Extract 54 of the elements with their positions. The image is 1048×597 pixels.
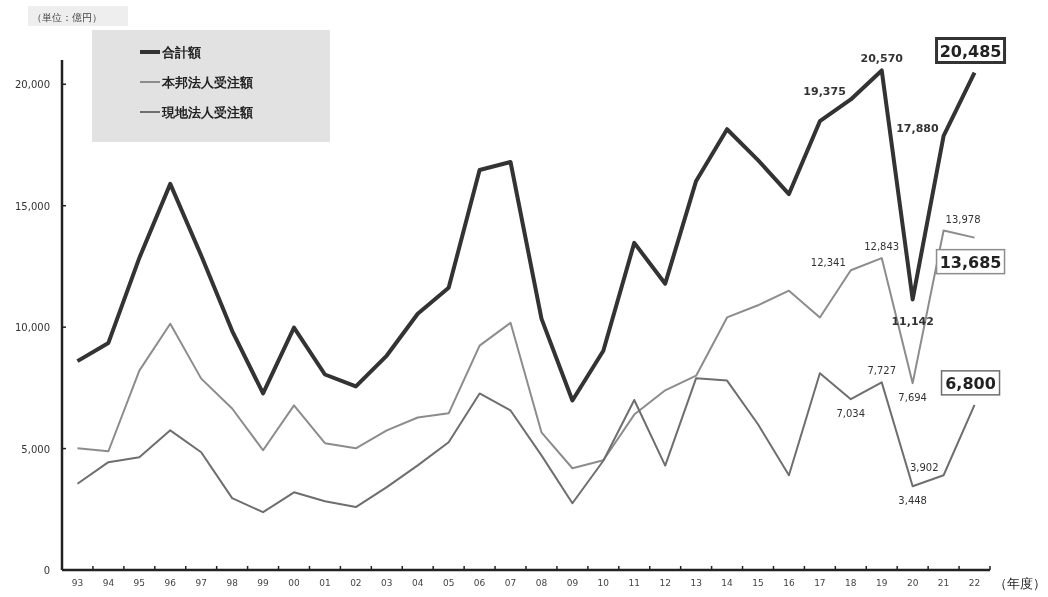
data-label: 3,902 [909, 462, 939, 474]
y-tick-label: 15,000 [15, 200, 50, 212]
x-tick-label: 01 [319, 578, 331, 588]
x-tick-label: 13 [690, 578, 702, 588]
data-label: 13,978 [945, 213, 981, 225]
data-label: 20,570 [860, 52, 904, 66]
x-tick-label: 07 [504, 578, 517, 588]
x-tick-label: 02 [350, 578, 362, 588]
x-tick-label: 21 [937, 578, 950, 588]
data-label: 12,341 [810, 257, 846, 269]
x-axis-title: （年度） [994, 576, 1046, 591]
x-tick-label: 05 [442, 578, 455, 588]
legend-label: 現地法人受注額 [161, 105, 253, 120]
data-label: 7,694 [898, 392, 927, 404]
x-tick-label: 10 [597, 578, 610, 588]
x-tick-label: 20 [906, 578, 919, 588]
x-tick-label: 11 [628, 578, 640, 588]
data-label: 3,448 [898, 495, 927, 507]
data-label: 20,485 [939, 41, 1002, 61]
data-label: 7,034 [836, 408, 866, 420]
x-tick-label: 19 [876, 578, 888, 588]
data-label: 7,727 [867, 365, 897, 377]
x-tick-label: 04 [412, 578, 424, 588]
x-tick-label: 12 [659, 578, 671, 588]
x-tick-label: 09 [566, 578, 579, 588]
x-tick-label: 98 [226, 578, 239, 588]
x-tick-label: 03 [381, 578, 393, 588]
y-tick-label: 5,000 [21, 443, 50, 455]
x-tick-label: 96 [164, 578, 177, 588]
data-label: 19,375 [803, 85, 846, 99]
legend-label: 本邦法人受注額 [161, 75, 253, 90]
x-tick-label: 93 [71, 578, 84, 588]
x-tick-label: 17 [814, 578, 826, 588]
text: （単位：億円） [32, 12, 102, 23]
x-tick-label: 14 [721, 578, 734, 588]
x-tick-label: 00 [288, 578, 300, 588]
legend-label: 合計額 [161, 45, 201, 60]
x-tick-label: 08 [535, 578, 548, 588]
x-tick-label: 22 [968, 578, 981, 588]
data-label: 6,800 [945, 373, 996, 393]
x-tick-label: 06 [473, 578, 486, 588]
x-tick-label: 95 [133, 578, 146, 588]
y-tick-label: 20,000 [15, 79, 50, 91]
x-tick-label: 99 [257, 578, 270, 588]
x-tick-label: 18 [845, 578, 857, 588]
x-tick-label: 16 [783, 578, 795, 588]
y-tick-label: 0 [43, 565, 50, 576]
data-label: 13,685 [939, 252, 1002, 272]
x-tick-label: 94 [102, 578, 115, 588]
x-tick-label: 15 [752, 578, 764, 588]
y-tick-label: 10,000 [15, 322, 50, 334]
x-tick-label: 97 [195, 578, 207, 588]
data-label: 17,880 [896, 121, 939, 135]
data-label: 12,843 [864, 241, 900, 253]
